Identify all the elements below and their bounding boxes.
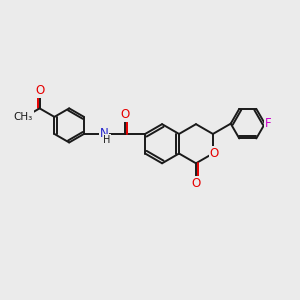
Text: O: O [35,84,44,97]
Text: O: O [120,108,129,121]
Text: H: H [103,135,111,145]
Text: O: O [209,147,219,160]
Text: N: N [100,128,108,140]
Text: CH₃: CH₃ [14,112,33,122]
Text: F: F [265,117,272,130]
Text: O: O [191,177,201,190]
